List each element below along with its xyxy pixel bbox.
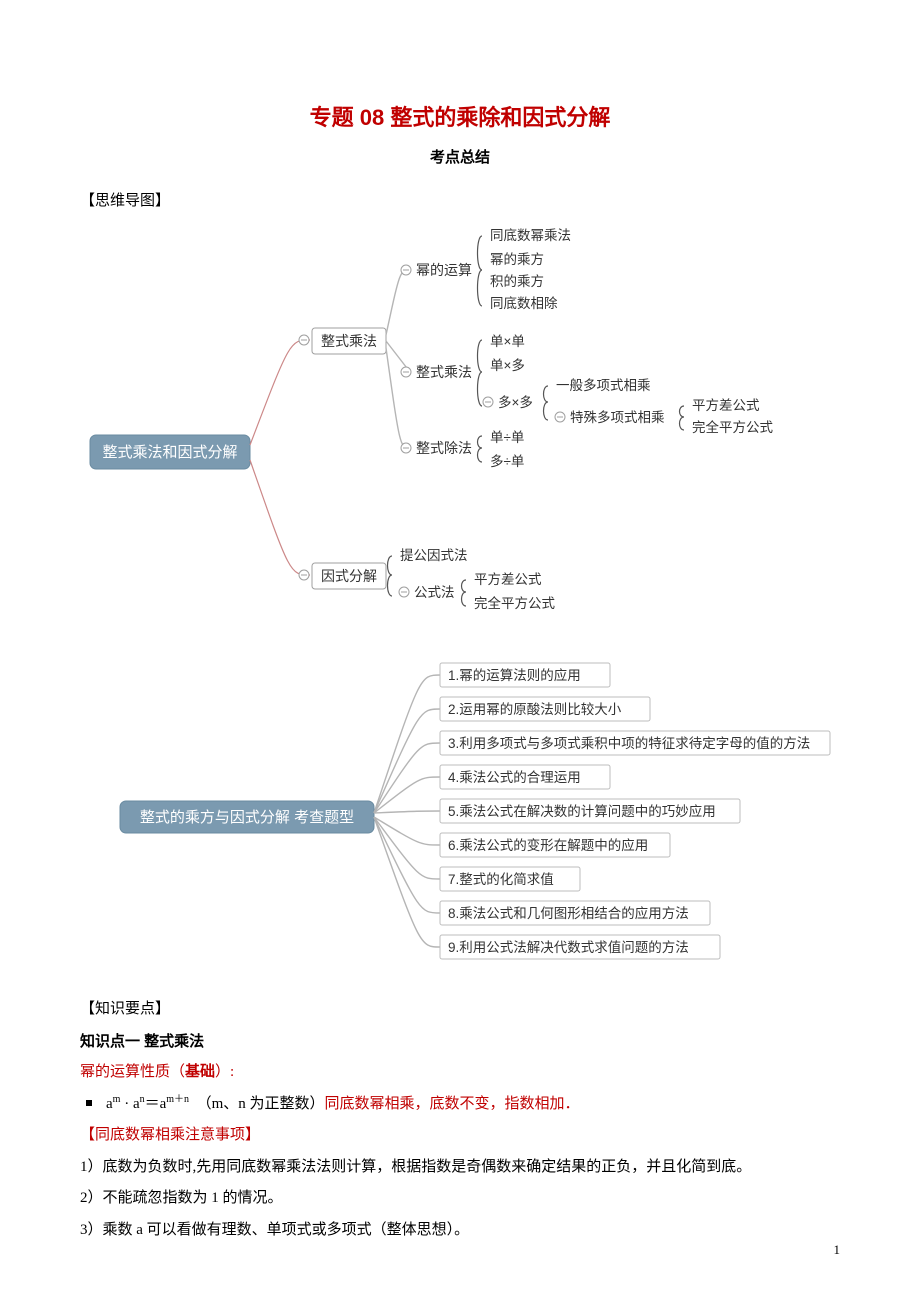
mm1-b1-k1: 幂的运算 [416,262,472,278]
mm2-root: 整式的乘方与因式分解 考查题型 [140,809,354,826]
note-2: 2）不能疏忽指数为 1 的情况。 [80,1183,840,1215]
mm1-k2-sub2: 特殊多项式相乘 [570,409,665,425]
svg-text:2.运用幂的原酸法则比较大小: 2.运用幂的原酸法则比较大小 [448,702,622,717]
bullet-icon [86,1100,92,1106]
note-3: 3）乘数 a 可以看做有理数、单项式或多项式（整体思想）。 [80,1215,840,1247]
svg-text:7.整式的化简求值: 7.整式的化简求值 [448,871,554,887]
svg-text:5.乘法公式在解决数的计算问题中的巧妙应用: 5.乘法公式在解决数的计算问题中的巧妙应用 [448,803,716,819]
power-rule-h3: ）: [215,1064,234,1080]
mm1-b2: 因式分解 [321,568,377,584]
mindmap-2: 整式的乘方与因式分解 考查题型 1.幂的运算法则的应用 2.运用幂的原酸法则比较… [80,653,840,978]
svg-text:8.乘法公式和几何图形相结合的应用方法: 8.乘法公式和几何图形相结合的应用方法 [448,905,689,921]
svg-text:1.幂的运算法则的应用: 1.幂的运算法则的应用 [448,667,581,683]
mm1-b2-k2: 公式法 [414,585,455,600]
page-subtitle: 考点总结 [80,146,840,167]
svg-text:4.乘法公式的合理运用: 4.乘法公式的合理运用 [448,770,581,785]
formula: am · an＝am＋n （m、n 为正整数） [106,1096,324,1112]
mm1-k1-l2: 积的乘方 [490,274,544,289]
svg-text:6.乘法公式的变形在解题中的应用: 6.乘法公式的变形在解题中的应用 [448,837,648,853]
knowledge-head: 【知识要点】 [80,994,840,1026]
mm1-root: 整式乘法和因式分解 [102,444,237,461]
mm1-b2-k2-l1: 完全平方公式 [474,595,555,611]
mm1-b2-k2-l0: 平方差公式 [474,572,542,587]
mm1-k1-l3: 同底数相除 [490,296,558,311]
mm1-k2-sub: 多×多 [498,394,533,410]
page-number: 1 [834,1242,841,1258]
mm1-b1: 整式乘法 [321,333,377,349]
mm1-k2-sub-l0: 一般多项式相乘 [556,377,651,393]
formula-desc: 同底数幂相乘，底数不变，指数相加． [324,1096,579,1112]
mindmap-1: 整式乘法和因式分解 整式乘法 幂的运算 同底数幂乘法 幂的乘方 积的乘方 同底数… [80,220,840,645]
note-1: 1）底数为负数时,先用同底数幂乘法法则计算，根据指数是奇偶数来确定结果的正负，并… [80,1152,840,1184]
mm1-b1-k2: 整式乘法 [416,364,472,380]
mm1-k2-l0: 单×单 [490,334,525,349]
mindmap-heading: 【思维导图】 [80,189,840,210]
knowledge-point1: 知识点一 整式乘法 [80,1026,840,1058]
power-rule-h1: 幂的运算性质（ [80,1064,185,1080]
mm1-k3-l0: 单÷单 [490,430,524,445]
note-head: 【同底数幂相乘注意事项】 [80,1120,840,1152]
mm1-k2-sub2-l1: 完全平方公式 [692,419,773,435]
mm2-leaves: 1.幂的运算法则的应用 2.运用幂的原酸法则比较大小 3.利用多项式与多项式乘积… [440,663,830,959]
mm1-b1-k3: 整式除法 [416,440,472,456]
mm1-k1-l0: 同底数幂乘法 [490,228,571,243]
mm1-k1-l1: 幂的乘方 [490,252,544,267]
mm1-k2-l1: 单×多 [490,357,525,373]
page-title: 专题 08 整式的乘除和因式分解 [80,100,840,132]
svg-text:3.利用多项式与多项式乘积中项的特征求待定字母的值的方法: 3.利用多项式与多项式乘积中项的特征求待定字母的值的方法 [448,735,810,751]
svg-text:9.利用公式法解决代数式求值问题的方法: 9.利用公式法解决代数式求值问题的方法 [448,940,689,955]
mm1-b2-k1: 提公因式法 [400,548,468,563]
mm1-k3-l1: 多÷单 [490,453,524,469]
mm1-k2-sub2-l0: 平方差公式 [692,398,760,413]
power-rule-h2: 基础 [185,1064,215,1080]
